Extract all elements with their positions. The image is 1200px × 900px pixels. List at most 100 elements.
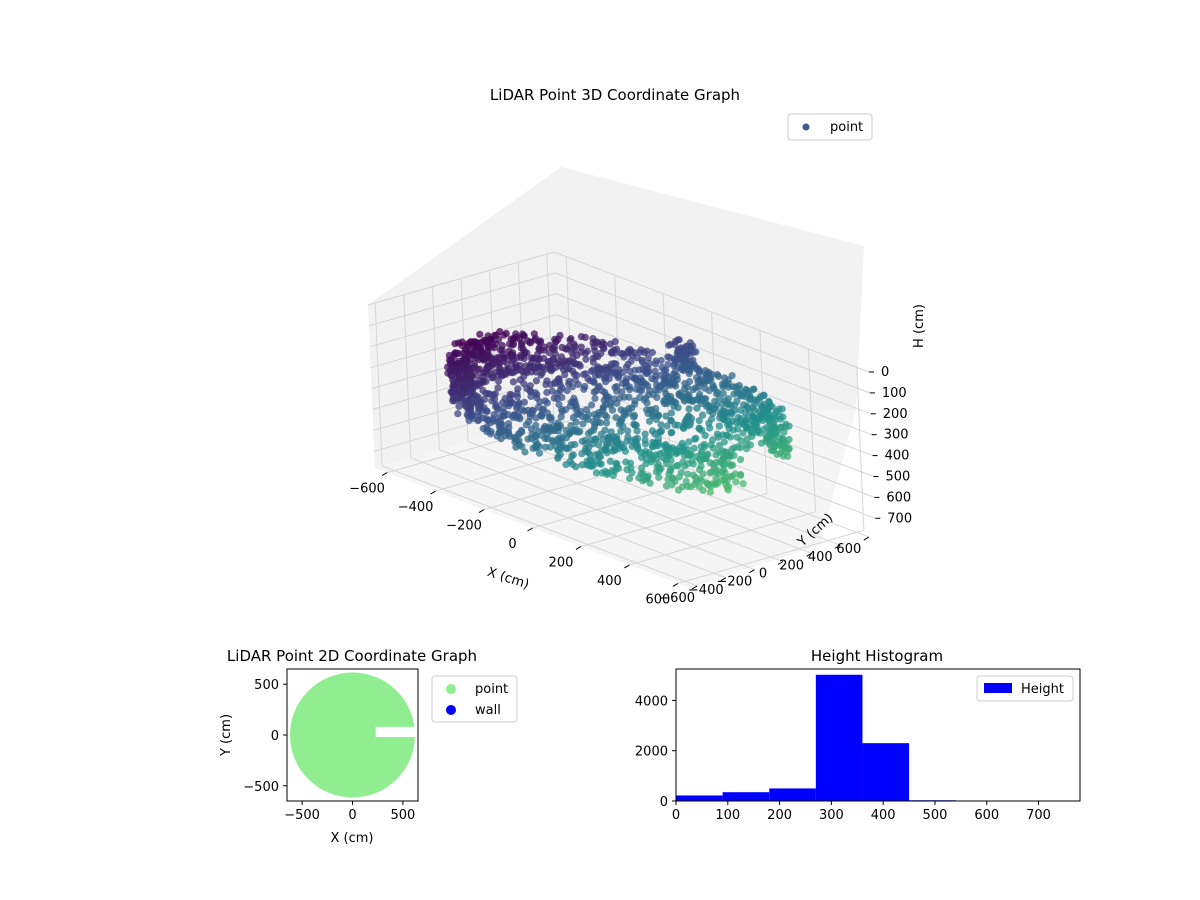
x-tick-label-histogram: 100 bbox=[715, 808, 740, 823]
lidar-point-3d bbox=[712, 468, 720, 476]
lidar-point-3d bbox=[617, 406, 625, 414]
lidar-point-3d bbox=[637, 469, 645, 478]
legend-box-3d bbox=[787, 113, 873, 141]
y-tick-mark-3d bbox=[749, 569, 755, 574]
lidar-point-3d bbox=[448, 388, 456, 396]
lidar-point-3d bbox=[584, 375, 592, 383]
lidar-point-3d bbox=[477, 349, 485, 357]
chart-2d-title: LiDAR Point 2D Coordinate Graph bbox=[227, 647, 477, 665]
histogram-bar bbox=[722, 792, 770, 801]
lidar-point-3d bbox=[594, 353, 602, 361]
lidar-point-3d bbox=[724, 395, 733, 403]
lidar-point-3d bbox=[685, 361, 693, 369]
lidar-point-3d bbox=[574, 380, 582, 389]
lidar-point-3d bbox=[742, 385, 750, 394]
lidar-point-3d bbox=[599, 404, 607, 412]
x-tick-mark-3d bbox=[478, 509, 485, 513]
lidar-point-3d bbox=[496, 368, 504, 376]
chart-3d: LiDAR Point 3D Coordinate Graph −600−400… bbox=[349, 86, 927, 607]
lidar-point-3d bbox=[672, 447, 680, 455]
lidar-point-3d bbox=[641, 475, 649, 483]
x-tick-label-2d: −500 bbox=[284, 808, 320, 823]
y-tick-label-2d: 0 bbox=[271, 729, 279, 744]
z-axis-label-3d: H (cm) bbox=[912, 304, 927, 348]
lidar-point-3d bbox=[689, 460, 697, 468]
lidar-point-3d bbox=[581, 349, 589, 357]
lidar-point-3d bbox=[607, 428, 615, 436]
lidar-point-3d bbox=[713, 401, 721, 409]
lidar-point-3d bbox=[526, 413, 534, 421]
lidar-point-3d bbox=[505, 340, 514, 348]
lidar-point-3d bbox=[668, 481, 676, 489]
lidar-point-3d bbox=[675, 473, 683, 481]
lidar-point-3d bbox=[484, 357, 492, 365]
lidar-point-3d bbox=[551, 350, 560, 358]
lidar-point-3d bbox=[502, 329, 510, 337]
lidar-point-3d bbox=[477, 377, 485, 385]
lidar-point-3d bbox=[462, 380, 470, 388]
lidar-point-3d bbox=[511, 438, 519, 446]
lidar-point-3d bbox=[642, 362, 650, 370]
lidar-point-3d bbox=[479, 424, 487, 433]
lidar-point-3d bbox=[605, 439, 613, 447]
y-tick-label-3d: −200 bbox=[717, 575, 753, 590]
lidar-point-3d bbox=[689, 471, 698, 479]
point-cloud-disk bbox=[290, 672, 415, 798]
x-axis-label-3d: X (cm) bbox=[485, 565, 531, 593]
lidar-point-3d bbox=[520, 398, 529, 406]
lidar-point-3d bbox=[510, 363, 518, 371]
lidar-point-3d bbox=[709, 381, 717, 389]
chart-3d-title: LiDAR Point 3D Coordinate Graph bbox=[490, 86, 740, 104]
lidar-point-3d bbox=[530, 330, 538, 338]
lidar-point-3d bbox=[702, 370, 710, 378]
lidar-point-3d bbox=[695, 425, 704, 433]
z-tick-label-3d: 100 bbox=[882, 386, 907, 401]
lidar-point-3d bbox=[574, 428, 583, 436]
lidar-point-3d bbox=[535, 449, 544, 457]
lidar-point-3d bbox=[567, 428, 575, 436]
x-tick-mark-3d bbox=[672, 582, 679, 587]
lidar-point-3d bbox=[607, 348, 616, 356]
lidar-point-3d bbox=[581, 436, 590, 444]
lidar-point-3d bbox=[554, 422, 562, 430]
lidar-point-3d bbox=[594, 383, 602, 391]
lidar-point-3d bbox=[777, 423, 786, 431]
lidar-point-3d bbox=[488, 340, 497, 348]
lidar-point-3d bbox=[496, 420, 504, 428]
lidar-point-3d bbox=[736, 471, 745, 479]
lidar-point-3d bbox=[683, 415, 691, 423]
gridline-y-wall bbox=[403, 294, 412, 458]
legend-box-histogram bbox=[976, 675, 1074, 702]
x-tick-label-histogram: 200 bbox=[767, 808, 792, 823]
lidar-point-3d bbox=[526, 382, 534, 390]
lidar-point-3d bbox=[518, 428, 526, 436]
x-tick-mark-3d bbox=[381, 472, 388, 477]
lidar-point-3d bbox=[609, 471, 617, 480]
point-cloud-gap bbox=[375, 726, 418, 738]
lidar-point-3d bbox=[618, 388, 626, 396]
lidar-point-3d bbox=[554, 335, 562, 343]
y-tick-label-histogram: 2000 bbox=[635, 745, 668, 760]
lidar-point-3d bbox=[684, 460, 692, 468]
lidar-point-3d bbox=[740, 419, 748, 427]
lidar-point-3d bbox=[750, 385, 758, 393]
lidar-point-3d bbox=[524, 435, 532, 443]
lidar-point-3d bbox=[763, 423, 771, 431]
x-tick-mark-3d bbox=[624, 564, 630, 569]
y-tick-label-3d: 400 bbox=[808, 550, 833, 565]
lidar-point-3d bbox=[601, 388, 609, 396]
lidar-point-3d bbox=[733, 425, 742, 433]
x-tick-label-3d: 600 bbox=[645, 592, 670, 607]
lidar-point-3d bbox=[534, 355, 543, 363]
lidar-point-3d bbox=[615, 420, 624, 428]
lidar-point-3d bbox=[476, 402, 484, 410]
lidar-point-3d bbox=[599, 436, 607, 444]
lidar-point-3d bbox=[496, 359, 504, 367]
y-tick-label-3d: −400 bbox=[688, 583, 724, 598]
lidar-point-3d bbox=[681, 380, 689, 388]
legend-marker-point-2d bbox=[446, 684, 456, 694]
lidar-point-3d bbox=[572, 418, 580, 426]
lidar-point-3d bbox=[736, 444, 745, 452]
lidar-point-3d bbox=[590, 377, 598, 385]
lidar-point-3d bbox=[685, 405, 693, 413]
